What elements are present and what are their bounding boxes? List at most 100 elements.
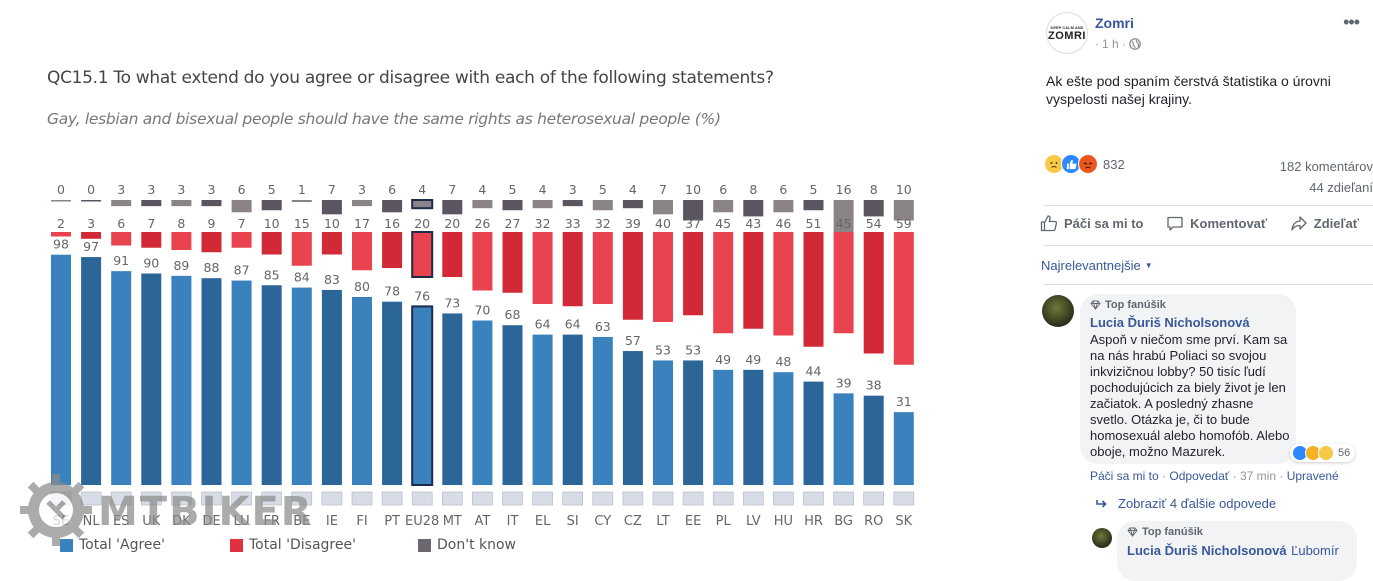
label-dontknow-DE: 3: [208, 182, 216, 197]
bar-agree-IE: [321, 289, 342, 485]
comment-reactions[interactable]: 56: [1290, 444, 1356, 462]
flag-HU-icon: [773, 491, 794, 506]
label-disagree-AT: 26: [474, 216, 490, 231]
label-disagree-EL: 32: [535, 216, 551, 231]
like-button[interactable]: Páči sa mi to: [1040, 214, 1143, 232]
label-dontknow-HU: 6: [779, 182, 787, 197]
flag-DK-icon: [171, 491, 192, 506]
label-dontknow-SI: 3: [569, 182, 577, 197]
comment-edited-link[interactable]: Upravené: [1286, 469, 1339, 483]
bar-disagree-PL: [713, 232, 734, 334]
top-fan-badge: Top fanúšik: [1127, 526, 1203, 538]
bar-disagree-CZ: [622, 232, 643, 320]
bar-dontknow-LT: [653, 200, 673, 215]
label-disagree-RO: 54: [866, 216, 882, 231]
bar-agree-SE: [51, 254, 71, 485]
share-button[interactable]: Zdieľať: [1290, 214, 1359, 232]
reactions-count: 832: [1103, 156, 1125, 172]
legend-disagree: Total 'Disagree': [230, 537, 356, 553]
post-time[interactable]: 1 h: [1102, 37, 1119, 51]
label-disagree-HU: 46: [775, 216, 791, 231]
flag-ES-icon: [110, 491, 132, 506]
bar-dontknow-ES: [111, 200, 132, 207]
label-disagree-UK: 7: [147, 216, 155, 231]
label-disagree-EE: 37: [685, 216, 701, 231]
tick-label-CY: CY: [594, 514, 611, 529]
comment-reply-link[interactable]: Odpovedať: [1169, 469, 1230, 483]
bar-agree-LT: [653, 360, 673, 485]
bar-disagree-FR: [261, 232, 282, 255]
bar-disagree-HR: [803, 232, 824, 347]
label-disagree-IT: 27: [505, 216, 521, 231]
comment-button[interactable]: Komentovať: [1166, 214, 1267, 232]
bar-dontknow-IT: [502, 200, 523, 211]
label-dontknow-IE: 7: [328, 182, 336, 197]
bar-agree-HU: [773, 372, 794, 485]
bar-dontknow-HU: [773, 200, 794, 213]
label-dontknow-BE: 1: [298, 182, 306, 197]
page-avatar[interactable]: KEEP CALM AND ZOMRI: [1046, 12, 1088, 54]
divider: [1044, 245, 1373, 246]
more-options-icon[interactable]: •••: [1343, 12, 1360, 32]
label-disagree-SI: 33: [565, 216, 581, 231]
tick-label-SK: SK: [895, 514, 912, 529]
comment-like-link[interactable]: Páči sa mi to: [1090, 469, 1159, 483]
view-more-replies-label: Zobraziť 4 ďalšie odpovede: [1118, 496, 1277, 511]
bar-agree-BE: [291, 287, 312, 485]
chart-title: QC15.1 To what extend do you agree or di…: [47, 68, 774, 88]
tick-label-ES: ES: [113, 514, 129, 529]
label-disagree-LV: 43: [745, 216, 761, 231]
label-disagree-IE: 10: [324, 216, 340, 231]
label-dontknow-BG: 16: [836, 182, 852, 197]
label-dontknow-PT: 6: [388, 182, 396, 197]
view-more-replies-link[interactable]: Zobraziť 4 ďalšie odpovede: [1096, 496, 1276, 511]
page-name-link[interactable]: Zomri: [1095, 15, 1134, 31]
bar-disagree-SK: [893, 232, 914, 365]
flag-BE-icon: [291, 491, 313, 506]
label-agree-LV: 49: [745, 352, 761, 367]
bar-dontknow-SI: [562, 200, 583, 207]
flag-RO-icon: [863, 491, 885, 506]
top-fan-label: Top fanúšik: [1105, 299, 1166, 311]
tick-label-FI: FI: [356, 514, 367, 529]
label-disagree-FI: 17: [354, 216, 370, 231]
label-agree-FI: 80: [354, 279, 370, 294]
flag-CZ-icon: [622, 491, 644, 506]
flag-CY-icon: [592, 491, 614, 506]
reply-avatar[interactable]: [1092, 528, 1112, 548]
reply-author-link[interactable]: Lucia Ďuriš Nicholsonová: [1127, 543, 1287, 558]
separator: ·: [1232, 469, 1240, 483]
commenter-avatar[interactable]: [1042, 295, 1074, 327]
tick-label-EU28: EU28: [405, 514, 439, 529]
divider: [1044, 284, 1373, 285]
comment-time[interactable]: 37 min: [1239, 469, 1276, 483]
tick-label-IT: IT: [507, 514, 519, 529]
post-text: Ak ešte pod spaním čerstvá štatistika o …: [1046, 73, 1331, 107]
bar-disagree-DE: [201, 232, 222, 253]
flag-EU28-icon: [411, 491, 433, 506]
bar-agree-ES: [111, 271, 132, 485]
label-agree-HU: 48: [775, 354, 791, 369]
bar-agree-MT: [442, 313, 463, 485]
label-disagree-DE: 9: [208, 216, 216, 231]
comment-actions: Páči sa mi to · Odpovedať · 37 min · Upr…: [1090, 469, 1339, 483]
shares-count[interactable]: 44 zdieľaní: [1309, 180, 1373, 195]
bar-agree-NL: [81, 257, 102, 485]
comment-sort-dropdown[interactable]: Najrelevantnejšie ▼: [1041, 258, 1153, 273]
bar-dontknow-AT: [472, 200, 493, 209]
tick-label-AT: AT: [474, 514, 490, 529]
mention-link[interactable]: Ľubomír: [1291, 543, 1339, 558]
bar-agree-LU: [231, 280, 252, 485]
bar-dontknow-CZ: [622, 200, 643, 209]
bar-dontknow-BE: [291, 200, 312, 203]
like-label: Páči sa mi to: [1064, 215, 1144, 231]
post-image[interactable]: QC15.1 To what extend do you agree or di…: [0, 0, 1030, 565]
bar-disagree-CY: [592, 232, 613, 304]
comments-count[interactable]: 182 komentárov: [1279, 159, 1373, 174]
flag-BG-icon: [833, 491, 854, 506]
comment-author-link[interactable]: Lucia Ďuriš Nicholsonová: [1090, 315, 1250, 330]
chart-subtitle: Gay, lesbian and bisexual people should …: [47, 110, 721, 128]
post-reactions[interactable]: 832: [1044, 154, 1125, 174]
bar-agree-PT: [382, 301, 403, 485]
reply-arrow-icon: [1096, 499, 1107, 508]
